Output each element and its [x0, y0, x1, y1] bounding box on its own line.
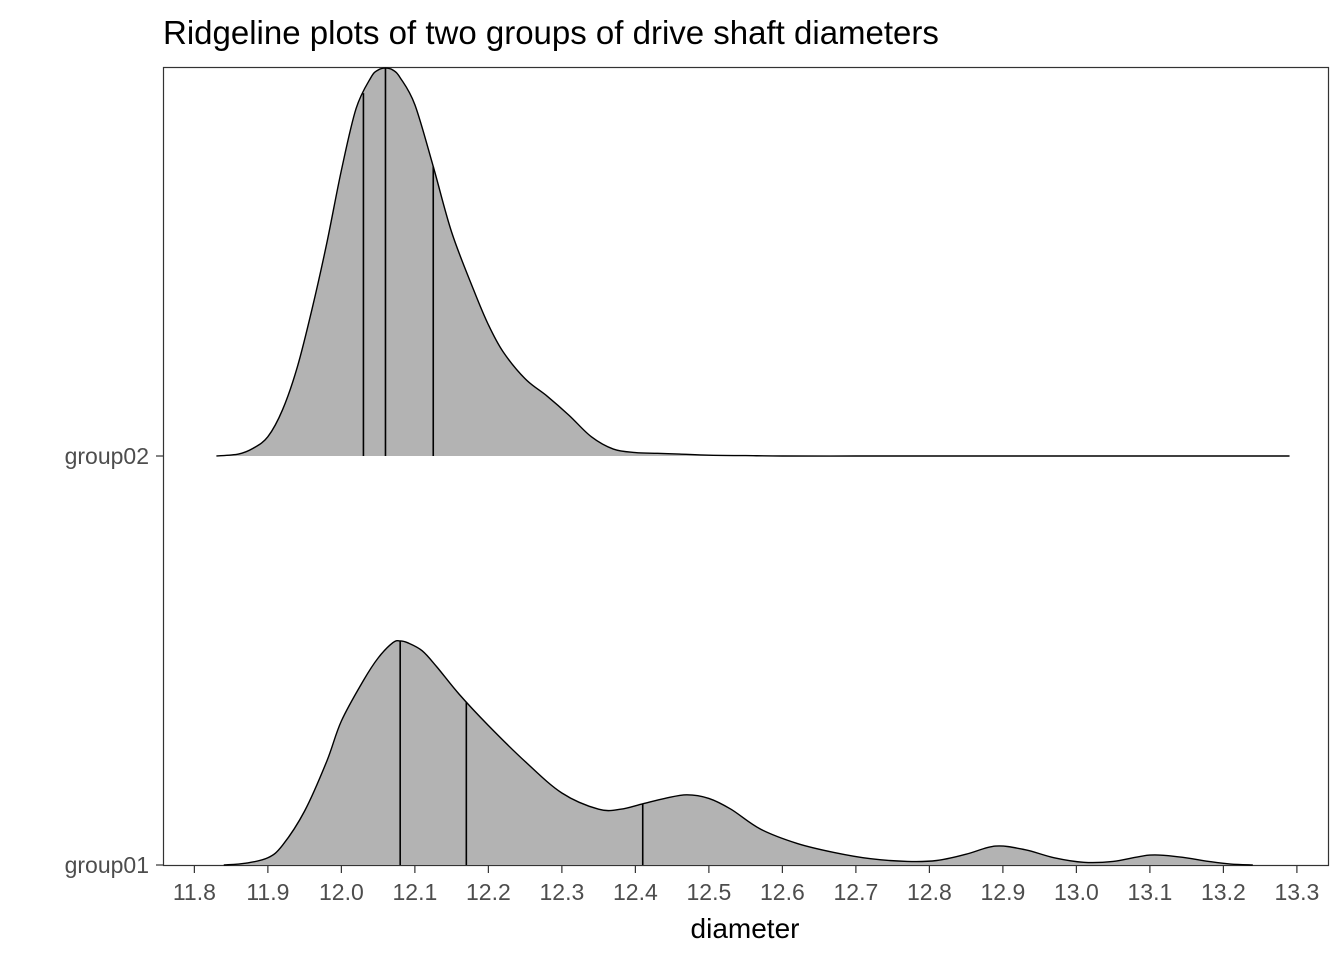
density-area-group01	[223, 640, 1253, 865]
x-tick-label: 12.1	[392, 879, 437, 905]
x-tick-label: 12.4	[613, 879, 658, 905]
x-axis-title: diameter	[691, 913, 800, 944]
y-axis: group01 group02	[65, 443, 164, 878]
x-tick-label: 12.6	[760, 879, 805, 905]
x-tick-label: 13.0	[1054, 879, 1099, 905]
y-tick-label-group01: group01	[65, 852, 149, 878]
density-line-group01	[223, 640, 1253, 866]
x-tick-label: 11.9	[246, 879, 289, 905]
x-tick-label: 12.9	[981, 879, 1026, 905]
x-tick-label: 13.2	[1201, 879, 1246, 905]
ridges	[216, 67, 1290, 866]
ridge-group01	[223, 640, 1253, 866]
x-tick-label: 11.8	[173, 879, 216, 905]
density-area-group02	[216, 68, 1290, 457]
x-tick-label: 13.3	[1275, 879, 1320, 905]
x-tick-label: 12.7	[834, 879, 879, 905]
chart-title: Ridgeline plots of two groups of drive s…	[163, 14, 939, 51]
x-tick-label: 12.5	[686, 879, 731, 905]
x-tick-label: 12.3	[539, 879, 584, 905]
density-line-group02	[216, 67, 1290, 457]
x-tick-label: 12.8	[907, 879, 952, 905]
ridge-group02	[216, 67, 1290, 457]
x-tick-label: 12.2	[466, 879, 511, 905]
x-axis: 11.8 11.9 12.0 12.1 12.2 12.3 12.4 12.5 12.6 12.7…	[173, 865, 1320, 905]
x-tick-label: 13.1	[1128, 879, 1173, 905]
y-tick-label-group02: group02	[65, 443, 149, 469]
x-tick-label: 12.0	[319, 879, 364, 905]
